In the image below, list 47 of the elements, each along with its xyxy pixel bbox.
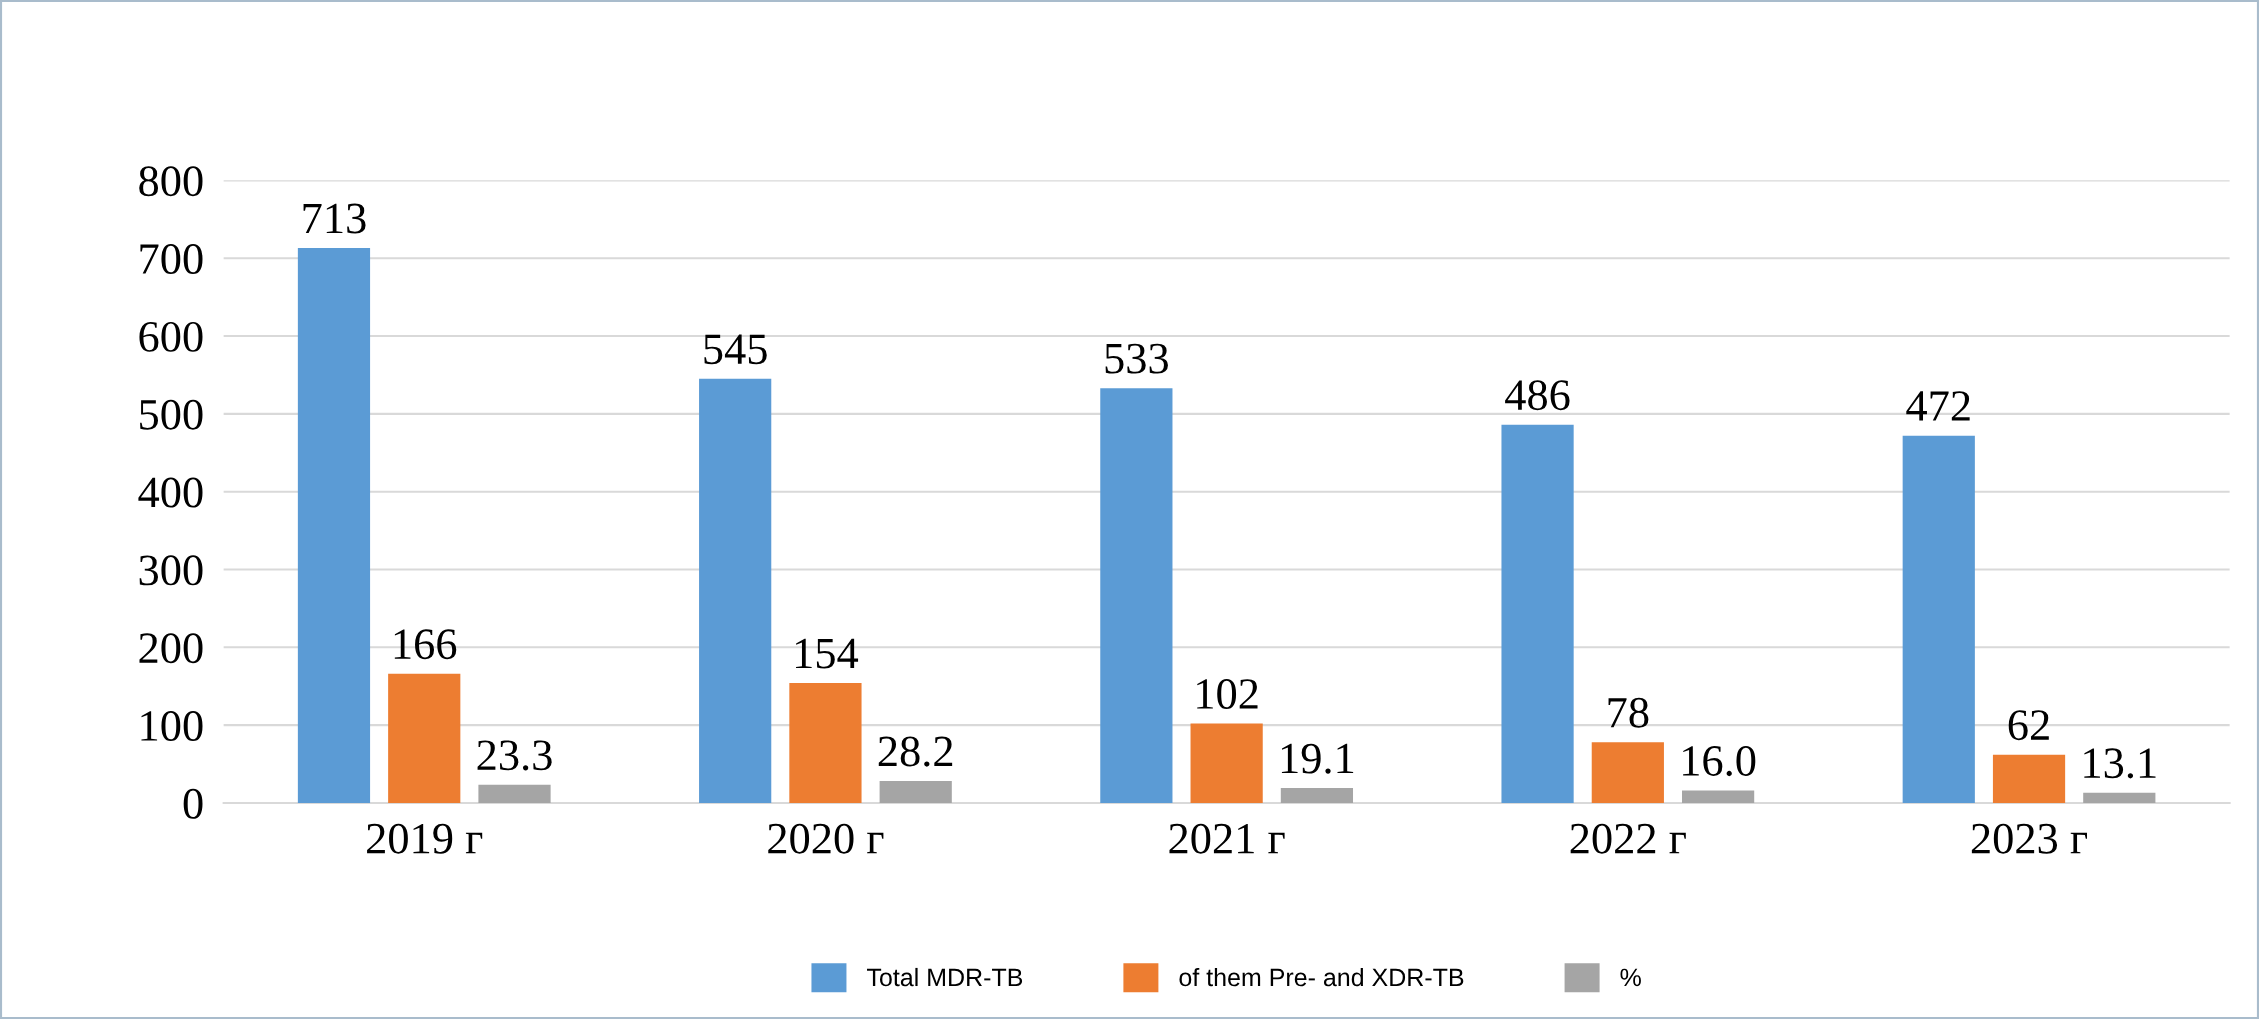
- y-tick-label: 700: [140, 244, 203, 275]
- bar: [1591, 742, 1664, 803]
- data-label: 13.1: [2084, 748, 2156, 779]
- data-label: 154: [796, 638, 859, 669]
- legend-label: of them Pre- and XDR-TB: [1179, 967, 1464, 987]
- y-tick-label: 400: [138, 477, 203, 508]
- data-label: 19.1: [1281, 743, 1354, 774]
- y-tick-label: 200: [139, 633, 203, 664]
- x-tick-label: 2021 г: [1169, 823, 1285, 854]
- bar: [2083, 792, 2156, 803]
- bar: [879, 781, 952, 803]
- bar: [478, 784, 551, 803]
- data-label: 23.3: [477, 740, 552, 771]
- bar: [388, 673, 461, 803]
- y-tick-label: 0: [183, 788, 203, 819]
- bar: [1190, 723, 1263, 803]
- bar: [789, 683, 862, 803]
- y-tick-label: 800: [139, 166, 203, 197]
- x-tick-label: 2019 г: [367, 823, 483, 854]
- data-label: 545: [704, 334, 767, 365]
- y-tick-label: 500: [140, 399, 203, 430]
- data-label: 713: [303, 203, 366, 234]
- data-label: 28.2: [878, 736, 953, 767]
- data-label: 16.0: [1683, 745, 1756, 777]
- legend-label: Total MDR-TB: [867, 967, 1023, 987]
- x-tick-label: 2022 г: [1570, 823, 1686, 854]
- x-tick-label: 2020 г: [768, 823, 884, 854]
- data-label: 102: [1197, 679, 1258, 710]
- y-tick-label: 600: [139, 321, 203, 352]
- bar: [297, 248, 371, 803]
- y-tick-label: 100: [141, 711, 203, 741]
- bar: [1100, 388, 1173, 803]
- bar: [1902, 435, 1975, 803]
- y-tick-label: 300: [139, 555, 203, 586]
- data-label: 78: [1608, 697, 1649, 728]
- bar: [1501, 424, 1574, 803]
- bar: [1992, 754, 2066, 803]
- data-label: 533: [1105, 343, 1168, 374]
- legend-label: %: [1620, 968, 1641, 987]
- data-label: 166: [394, 629, 457, 660]
- data-label: 472: [1906, 391, 1970, 421]
- x-tick-label: 2023 г: [1971, 823, 2087, 854]
- data-label: 62: [2008, 710, 2049, 741]
- bar: [1280, 788, 1354, 803]
- bar: [699, 378, 772, 803]
- data-label: 486: [1505, 380, 1570, 411]
- bar: [1682, 790, 1755, 803]
